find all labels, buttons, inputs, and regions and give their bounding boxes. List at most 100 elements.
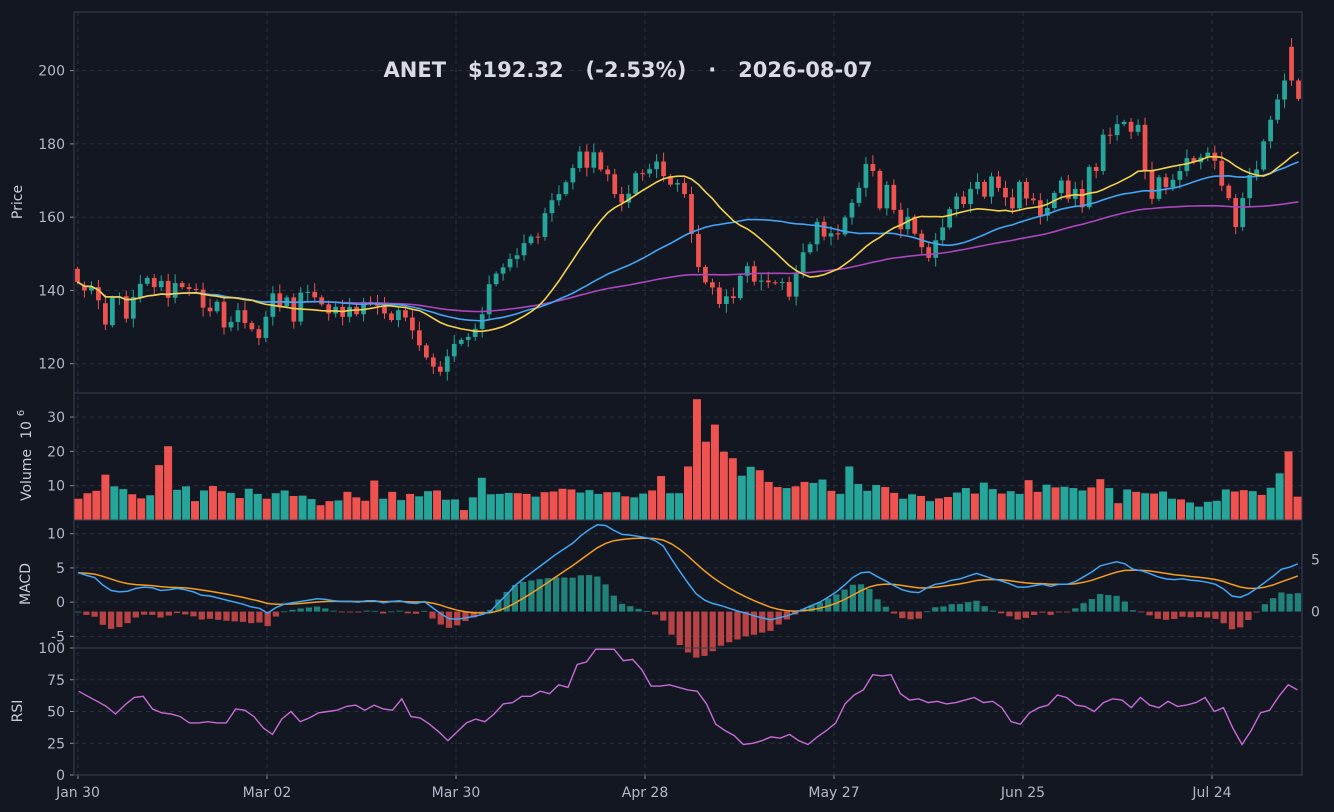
volume-bar [388, 491, 397, 520]
volume-bar [244, 488, 253, 520]
volume-bar [280, 490, 289, 520]
volume-bar [119, 489, 128, 520]
volume-bar [666, 493, 675, 520]
macd-histogram-bar [165, 611, 172, 616]
candle-body [961, 196, 966, 204]
macd-histogram-bar [437, 611, 444, 625]
candle-body [458, 339, 464, 344]
candle-body [221, 301, 227, 328]
macd-histogram-bar [1088, 599, 1095, 612]
volume-bar [334, 500, 343, 520]
candle-body [103, 303, 108, 325]
price-y-tick-label: 120 [38, 357, 65, 373]
volume-bar [558, 488, 567, 520]
candle-body [1031, 198, 1036, 201]
macd-histogram-bar [759, 611, 766, 633]
x-tick-label: Jan 30 [55, 785, 100, 801]
volume-bar [191, 501, 199, 520]
macd-histogram-bar [1105, 595, 1112, 612]
candle-body [1010, 197, 1015, 209]
candle-body [396, 310, 401, 321]
macd-histogram-bar [561, 577, 568, 612]
macd-histogram-bar [973, 600, 980, 612]
candle-body [235, 310, 241, 322]
candle-body [577, 151, 583, 169]
x-tick-label: Jul 24 [1191, 785, 1231, 801]
candle-body [1024, 181, 1029, 199]
candle-body [514, 255, 520, 259]
volume-bar [773, 487, 782, 520]
macd-histogram-bar [297, 608, 304, 612]
candle-body [758, 280, 764, 282]
candle-body [1177, 170, 1183, 180]
macd-histogram-bar [396, 610, 403, 612]
volume-bar [468, 497, 477, 520]
candle-body [326, 304, 332, 314]
macd-histogram-bar [1278, 592, 1285, 612]
candle-body [724, 296, 729, 304]
volume-bar [1230, 491, 1239, 520]
macd-histogram-bar [495, 599, 502, 612]
candle-body [277, 293, 283, 307]
macd-histogram-bar [808, 605, 815, 612]
candle-body [1170, 179, 1176, 188]
volume-bar [970, 493, 979, 520]
volume-bar [1221, 489, 1230, 520]
candle-body [123, 296, 129, 319]
volume-bar [979, 482, 988, 520]
candle-body [1142, 124, 1148, 171]
macd-histogram-bar [981, 606, 988, 612]
macd-histogram-bar [215, 611, 222, 620]
volume-bar [657, 476, 666, 520]
volume-bar [262, 498, 271, 520]
macd-y-tick-label: 5 [1311, 553, 1320, 569]
candle-body [535, 236, 541, 238]
candle-body [347, 306, 352, 317]
volume-bar [110, 486, 119, 520]
candle-body [465, 336, 471, 340]
volume-bar [961, 488, 970, 520]
macd-histogram-bar [355, 611, 362, 613]
macd-histogram-bar [511, 585, 519, 612]
candle-body [200, 289, 206, 308]
candle-body [744, 266, 750, 276]
macd-histogram-bar [1014, 611, 1021, 620]
candle-body [249, 323, 255, 330]
candle-body [877, 170, 883, 209]
price-y-tick-label: 140 [38, 283, 65, 299]
volume-bar [522, 493, 531, 520]
volume-bar [477, 477, 486, 520]
candle-body [423, 345, 429, 358]
candle-body [891, 184, 897, 210]
macd-histogram-bar [923, 611, 931, 613]
price-y-tick-label: 160 [38, 210, 65, 226]
candle-body [382, 305, 387, 314]
macd-histogram-bar [709, 611, 716, 652]
macd-histogram-bar [1022, 611, 1030, 618]
candle-body [912, 216, 918, 234]
volume-bar [1132, 491, 1141, 520]
candle-body [710, 282, 715, 288]
macd-axis-label: MACD [18, 563, 34, 605]
macd-histogram-bar [173, 611, 181, 614]
volume-bar [1024, 480, 1033, 520]
candle-body [1156, 177, 1162, 199]
volume-bar [513, 493, 522, 520]
rsi-line [78, 648, 1298, 746]
volume-bar [943, 497, 952, 520]
macd-histogram-bar [956, 603, 964, 612]
candle-body [898, 209, 904, 230]
volume-bar [128, 494, 137, 520]
candle-body [256, 329, 262, 339]
volume-bar [1078, 490, 1087, 520]
volume-bar [1096, 479, 1105, 520]
macd-histogram-bar [767, 611, 774, 631]
candle-body [821, 221, 827, 237]
candle-body [605, 169, 611, 175]
sma-mid-line [77, 161, 1299, 322]
candle-body [591, 152, 597, 168]
candle-body [1233, 198, 1239, 228]
volume-panel [74, 399, 1302, 520]
volume-bar [217, 491, 226, 520]
macd-histogram-bar [1129, 610, 1137, 612]
